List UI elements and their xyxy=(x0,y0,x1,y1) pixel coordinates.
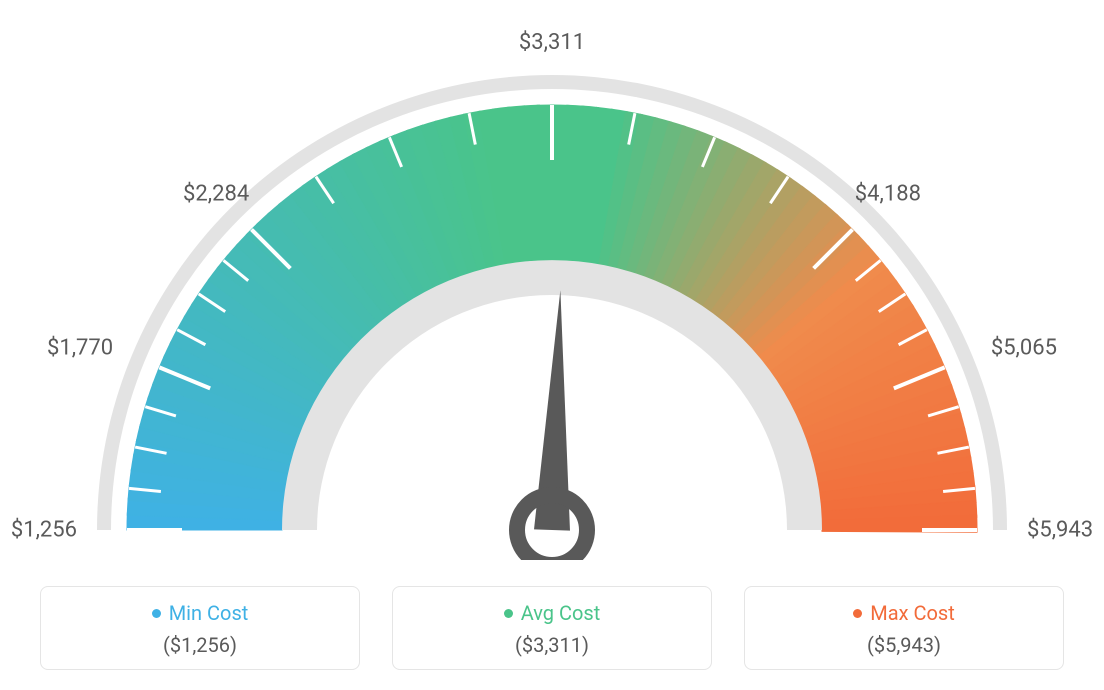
legend-card-avg: Avg Cost ($3,311) xyxy=(392,586,712,670)
gauge-area: $1,256 $1,770 $2,284 $3,311 $4,188 $5,065 $5,9… xyxy=(0,0,1104,560)
legend-title-text-avg: Avg Cost xyxy=(521,601,601,625)
legend-dot-avg xyxy=(504,609,513,618)
legend-value-min: ($1,256) xyxy=(51,633,349,657)
legend-title-avg: Avg Cost xyxy=(504,601,601,625)
gauge-tick-label: $5,065 xyxy=(991,336,1057,361)
gauge-tick-label: $5,943 xyxy=(1027,518,1093,543)
gauge-tick-label: $4,188 xyxy=(855,182,921,207)
gauge-svg xyxy=(0,0,1104,560)
legend-title-text-max: Max Cost xyxy=(870,601,955,625)
legend-row: Min Cost ($1,256) Avg Cost ($3,311) Max … xyxy=(0,586,1104,670)
legend-card-max: Max Cost ($5,943) xyxy=(744,586,1064,670)
legend-value-avg: ($3,311) xyxy=(403,633,701,657)
legend-value-max: ($5,943) xyxy=(755,633,1053,657)
gauge-tick-label: $1,770 xyxy=(47,336,113,361)
legend-title-text-min: Min Cost xyxy=(169,601,249,625)
gauge-tick-label: $2,284 xyxy=(183,182,249,207)
legend-dot-max xyxy=(853,609,862,618)
legend-title-max: Max Cost xyxy=(853,601,955,625)
legend-dot-min xyxy=(152,609,161,618)
gauge-tick-label: $3,311 xyxy=(519,30,585,55)
legend-card-min: Min Cost ($1,256) xyxy=(40,586,360,670)
legend-title-min: Min Cost xyxy=(152,601,249,625)
gauge-chart-container: $1,256 $1,770 $2,284 $3,311 $4,188 $5,065 $5,9… xyxy=(0,0,1104,690)
gauge-tick-label: $1,256 xyxy=(11,518,77,543)
